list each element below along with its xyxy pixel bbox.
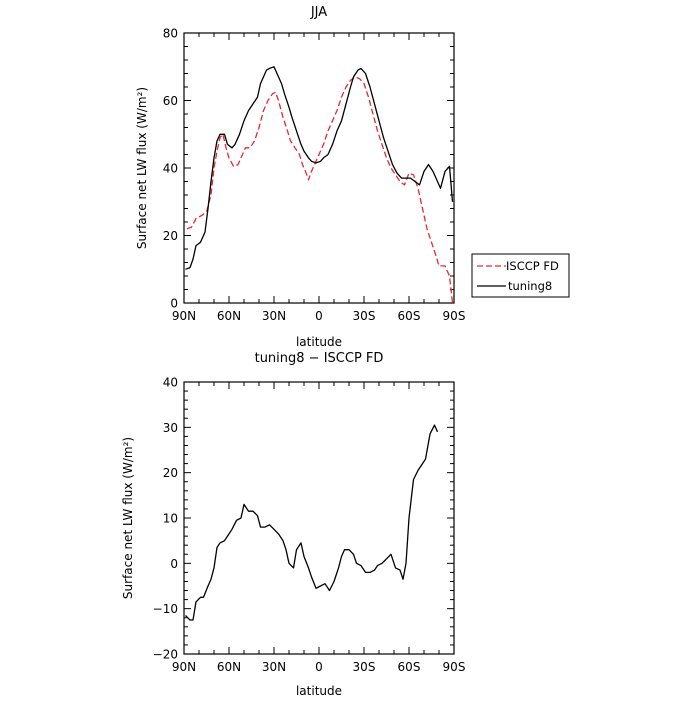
bottom-y-tick-label: 20	[163, 466, 178, 480]
top-x-tick-label: 30N	[262, 309, 286, 323]
top-x-axis-label: latitude	[296, 335, 342, 349]
top-y-tick-label: 60	[163, 94, 178, 108]
top-y-tick-label: 80	[163, 27, 178, 41]
bottom-y-tick-label: −10	[153, 602, 178, 616]
top-x-tick-label: 90S	[443, 309, 466, 323]
bottom-series-lines	[185, 424, 439, 621]
top-series-line-isccp-fd	[186, 76, 454, 304]
bottom-series-line-difference	[185, 424, 439, 621]
bottom-chart-title: tuning8 − ISCCP FD	[255, 351, 384, 366]
bottom-x-tick-label: 30N	[262, 660, 286, 674]
bottom-x-tick-label: 60S	[398, 660, 421, 674]
bottom-x-tick-label: 90N	[172, 660, 196, 674]
top-y-tick-label: 20	[163, 229, 178, 243]
bottom-y-tick-label: −20	[153, 648, 178, 662]
top-y-ticks: 0 20 40 60 80	[163, 27, 454, 311]
bottom-x-ticks: 90N 60N 30N 0 30S 60S 90S	[172, 382, 466, 674]
bottom-x-tick-label: 60N	[217, 660, 241, 674]
top-series-line-tuning8	[185, 66, 454, 270]
legend-box	[471, 253, 570, 298]
bottom-y-axis-label: Surface net LW flux (W/m²)	[121, 437, 135, 599]
bottom-plot-frame	[183, 381, 455, 655]
bottom-y-tick-label: 0	[170, 557, 178, 571]
top-series-lines	[185, 66, 454, 304]
bottom-y-ticks: −20 −10 0 10 20 30 40	[153, 376, 454, 662]
top-x-ticks: 90N 60N 30N 0 30S 60S 90S	[172, 33, 466, 323]
bottom-x-axis-label: latitude	[296, 684, 342, 698]
top-x-tick-label: 90N	[172, 309, 196, 323]
legend-label-isccp: ISCCP FD	[506, 259, 559, 273]
legend-label-tuning8: tuning8	[508, 279, 552, 293]
top-y-tick-label: 40	[163, 162, 178, 176]
top-x-tick-label: 30S	[353, 309, 376, 323]
bottom-x-tick-label: 0	[315, 660, 323, 674]
top-y-axis-label: Surface net LW flux (W/m²)	[135, 87, 149, 249]
bottom-y-tick-label: 10	[163, 512, 178, 526]
bottom-panel: tuning8 − ISCCP FD −20 −10 0 10 20 30 40 90N 60…	[121, 351, 465, 698]
bottom-x-tick-label: 30S	[353, 660, 376, 674]
top-y-tick-label: 0	[170, 297, 178, 311]
top-chart-title: JJA	[310, 5, 327, 20]
top-plot-frame	[183, 32, 455, 304]
bottom-x-tick-label: 90S	[443, 660, 466, 674]
bottom-y-tick-label: 40	[163, 376, 178, 390]
top-x-tick-label: 60S	[398, 309, 421, 323]
bottom-y-tick-label: 30	[163, 421, 178, 435]
top-x-tick-label: 60N	[217, 309, 241, 323]
top-x-tick-label: 0	[315, 309, 323, 323]
legend: ISCCP FD tuning8	[471, 253, 570, 298]
top-panel: JJA 0 20 40 60 80 90N 60N 30N 0 30S 60S 90S latitu…	[135, 5, 570, 349]
